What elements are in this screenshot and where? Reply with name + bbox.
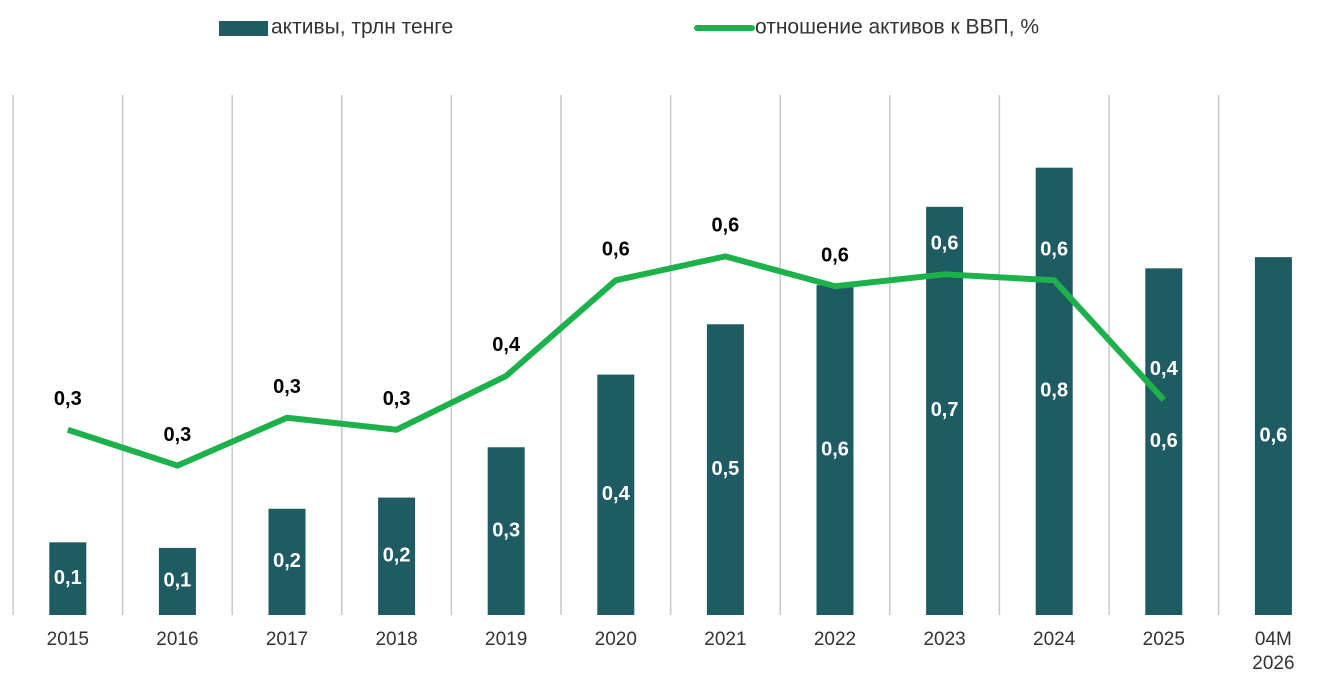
data-label: 0,6 bbox=[821, 245, 849, 267]
x-tick-label: 2017 bbox=[265, 629, 309, 650]
bar bbox=[487, 447, 525, 615]
data-label: 0,6 bbox=[931, 233, 959, 255]
x-tick-label: 2015 bbox=[46, 629, 89, 650]
x-tick-label: 2018 bbox=[375, 629, 418, 650]
data-label: 0,2 bbox=[383, 545, 411, 567]
data-label: 0,2 bbox=[273, 550, 301, 572]
data-label: 0,3 bbox=[273, 376, 301, 398]
data-label: 0,6 bbox=[1259, 424, 1287, 446]
data-label: 0,4 bbox=[602, 483, 631, 505]
data-label: 0,3 bbox=[54, 388, 82, 410]
data-label: 0,6 bbox=[602, 239, 630, 261]
bar bbox=[597, 374, 635, 615]
data-label: 0,3 bbox=[383, 388, 411, 410]
x-tick-label: 2022 bbox=[813, 629, 857, 650]
bar bbox=[158, 547, 196, 615]
data-label: 0,6 bbox=[1040, 239, 1068, 261]
data-label: 0,3 bbox=[163, 424, 191, 446]
x-tick-label: 2024 bbox=[1033, 629, 1076, 650]
data-label: 0,6 bbox=[1150, 430, 1178, 452]
bar bbox=[1145, 268, 1183, 615]
x-tick-label: 04M 2026 bbox=[1252, 629, 1295, 674]
x-tick-label: 2020 bbox=[594, 629, 637, 650]
data-label: 0,1 bbox=[163, 570, 191, 592]
x-tick-label: 2025 bbox=[1142, 629, 1185, 650]
data-label: 0,8 bbox=[1040, 380, 1068, 402]
data-label: 0,1 bbox=[54, 567, 82, 589]
data-label: 0,6 bbox=[711, 215, 739, 237]
data-label: 0,6 bbox=[821, 438, 849, 460]
x-tick-label: 2023 bbox=[923, 629, 966, 650]
bar bbox=[706, 324, 744, 615]
bar bbox=[378, 497, 416, 615]
line bbox=[66, 253, 1167, 469]
bar bbox=[49, 542, 87, 615]
x-tick-label: 2019 bbox=[485, 629, 528, 650]
bar bbox=[268, 508, 306, 615]
bar bbox=[816, 285, 854, 615]
data-label: 0,7 bbox=[931, 399, 959, 421]
legend-label: активы, трлн тенге bbox=[271, 16, 453, 39]
bar bbox=[1254, 257, 1292, 615]
data-label: 0,5 bbox=[711, 458, 739, 480]
legend-swatch bbox=[219, 21, 268, 36]
bar bbox=[1035, 167, 1073, 615]
legend-label: отношение активов к ВВП, % bbox=[755, 16, 1039, 39]
data-label: 0,3 bbox=[492, 519, 520, 541]
x-tick-label: 2021 bbox=[704, 629, 747, 650]
data-label: 0,4 bbox=[1150, 358, 1179, 380]
x-tick-label: 2016 bbox=[156, 629, 199, 650]
data-label: 0,4 bbox=[492, 334, 521, 356]
